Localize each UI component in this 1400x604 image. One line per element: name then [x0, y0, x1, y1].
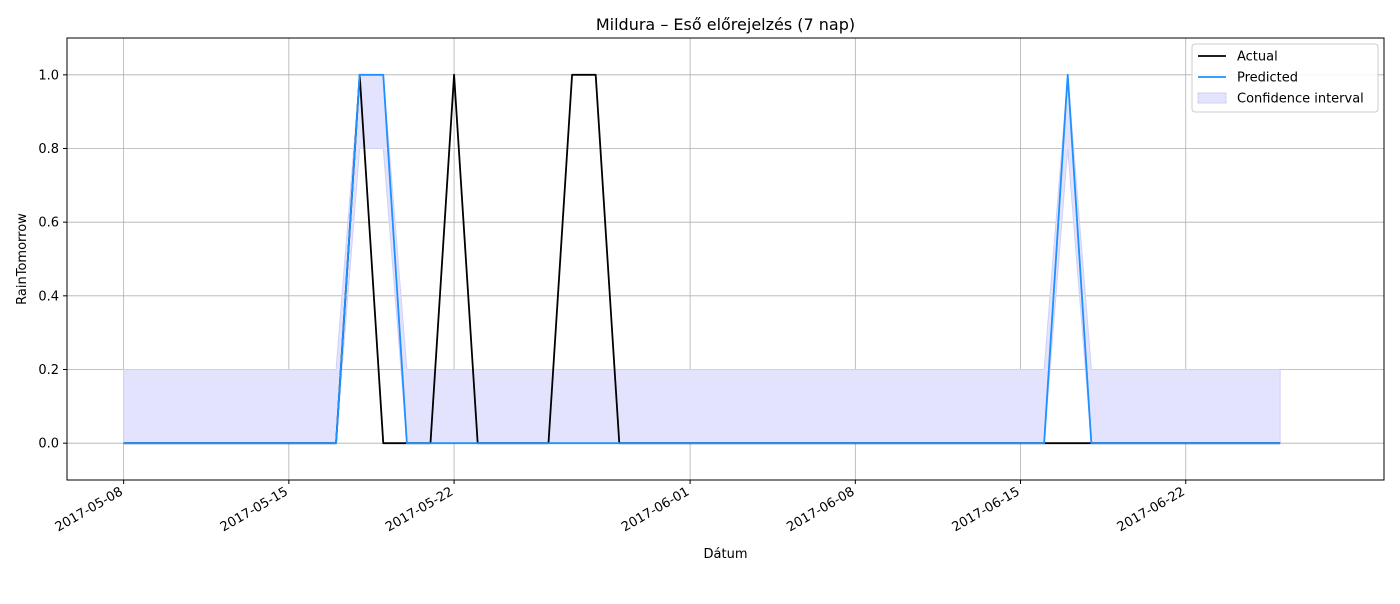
legend-swatch-confidence-interval	[1197, 92, 1227, 104]
legend-box	[1191, 43, 1379, 113]
chart-title: Mildura – Eső előrejelzés (7 nap)	[596, 15, 855, 34]
y-tick-label: 0.4	[38, 289, 59, 304]
legend: Actual Predicted Confidence interval	[1191, 43, 1379, 113]
x-axis-label: Dátum	[704, 547, 748, 562]
legend-label: Predicted	[1237, 71, 1298, 86]
series-layer	[123, 73, 1281, 445]
legend-label: Confidence interval	[1237, 92, 1364, 107]
y-axis-label: RainTomorrow	[15, 213, 30, 305]
series-line-predicted	[123, 73, 1281, 445]
y-tick-label: 0.8	[38, 142, 59, 157]
y-tick-label: 0.0	[38, 437, 59, 452]
y-tick-label: 0.2	[38, 363, 59, 378]
y-tick-label: 1.0	[38, 68, 59, 83]
y-tick-label: 0.6	[38, 216, 59, 231]
legend-label: Actual	[1237, 50, 1278, 65]
plot-area-frame	[66, 37, 1385, 481]
y-axis-ticks: 0.0 0.2 0.4 0.6 0.8 1.0	[38, 68, 67, 452]
